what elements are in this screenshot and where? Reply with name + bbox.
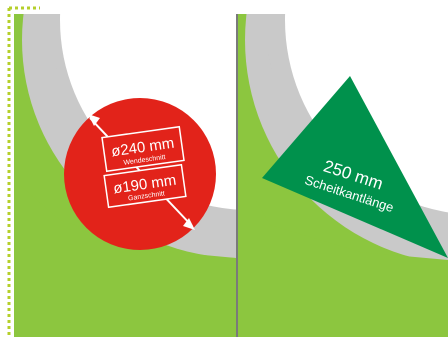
label-box-190 bbox=[103, 163, 187, 209]
right-panel: 250 mm Scheitkantlänge bbox=[238, 14, 448, 337]
label-box-240 bbox=[101, 125, 185, 173]
panel-divider bbox=[236, 14, 238, 337]
arrow-head-bottom bbox=[183, 218, 195, 230]
arrow-head-top bbox=[88, 114, 100, 126]
cut-length-wedge bbox=[262, 76, 448, 258]
left-panel: ø240 mm Wendeschnitt ø190 mm Ganzschnitt bbox=[14, 14, 236, 337]
